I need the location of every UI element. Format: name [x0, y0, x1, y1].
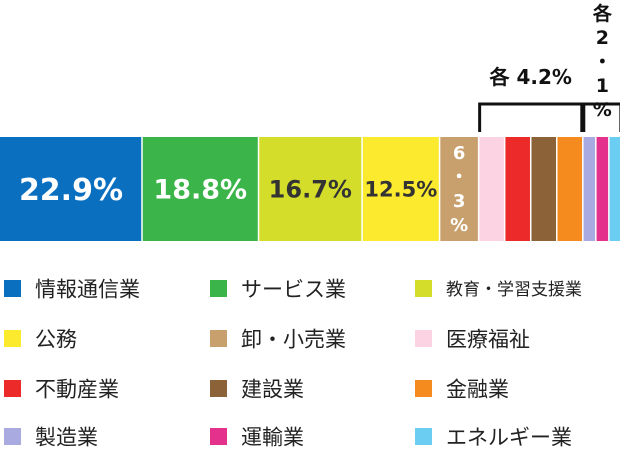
legend-swatch-10 — [4, 428, 21, 445]
legend-label-4: 公務 — [35, 328, 77, 352]
bar-segment-12 — [608, 137, 620, 241]
legend-label-12: エネルギー業 — [446, 426, 572, 450]
legend-label-11: 運輸業 — [241, 426, 304, 450]
bar-segment-1 — [0, 137, 143, 241]
data-label-1: 22.9% — [19, 173, 123, 208]
legend-label-10: 製造業 — [35, 426, 98, 450]
legend-swatch-5 — [210, 330, 227, 347]
data-label-2: 18.8% — [153, 175, 247, 206]
legend-swatch-3 — [415, 280, 432, 297]
legend-swatch-2 — [210, 280, 227, 297]
legend-label-6: 医療福祉 — [446, 328, 530, 352]
bar-segment-8 — [530, 137, 558, 241]
legend-swatch-7 — [4, 380, 21, 397]
annotation-label-1: 各 4.2% — [489, 65, 572, 89]
legend-swatch-1 — [4, 280, 21, 297]
legend-swatch-6 — [415, 330, 432, 347]
bar-segment-5 — [439, 137, 480, 241]
legend-label-9: 金融業 — [446, 378, 509, 402]
bar-segment-11 — [595, 137, 610, 241]
legend-swatch-8 — [210, 380, 227, 397]
legend-label-3: 教育・学習支援業 — [446, 280, 582, 300]
legend-swatch-12 — [415, 428, 432, 445]
legend-label-7: 不動産業 — [35, 378, 119, 402]
annotation-bracket-1 — [478, 102, 584, 132]
bar-segment-6 — [478, 137, 506, 241]
legend-swatch-9 — [415, 380, 432, 397]
bar-segment-4 — [362, 137, 441, 241]
annotation-label-2: 各 2 ・ 1% — [592, 2, 613, 121]
annotation-bracket-2 — [582, 102, 620, 132]
legend-label-2: サービス業 — [241, 278, 346, 302]
legend-label-1: 情報通信業 — [35, 278, 140, 302]
data-label-4: 12.5% — [364, 178, 437, 202]
data-label-3: 16.7% — [269, 176, 352, 204]
legend-swatch-11 — [210, 428, 227, 445]
bar-segment-7 — [504, 137, 532, 241]
bar-segment-9 — [556, 137, 584, 241]
legend-label-8: 建設業 — [241, 378, 304, 402]
legend-label-5: 卸・小売業 — [241, 328, 346, 352]
legend-swatch-4 — [4, 330, 21, 347]
data-label-5: 6 ・ 3% — [450, 143, 468, 236]
bar-segment-2 — [141, 137, 260, 241]
bar-segment-10 — [582, 137, 597, 241]
bar-segment-3 — [258, 137, 363, 241]
